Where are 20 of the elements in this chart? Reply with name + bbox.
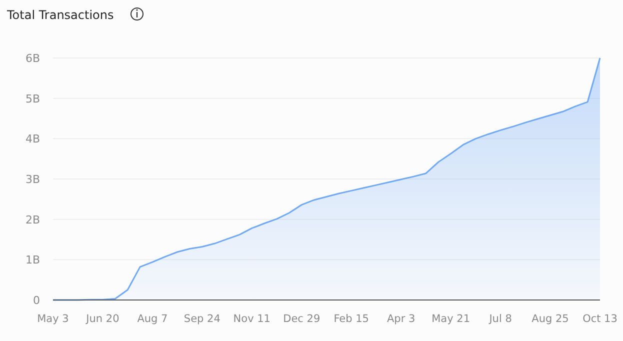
y-tick-label: 3B — [25, 173, 40, 186]
y-tick-label: 0 — [33, 294, 40, 307]
x-tick-label: Dec 29 — [283, 313, 320, 325]
x-tick-label: Aug 25 — [532, 313, 569, 325]
x-tick-label: Oct 13 — [582, 313, 618, 325]
x-tick-label: May 21 — [432, 313, 470, 325]
x-tick-label: Apr 3 — [386, 313, 416, 325]
x-tick-label: Jul 8 — [488, 313, 512, 325]
x-tick-label: May 3 — [37, 313, 69, 325]
x-tick-label: Sep 24 — [184, 313, 221, 325]
y-tick-label: 6B — [25, 52, 40, 65]
chart-title: Total Transactions — [6, 8, 114, 22]
x-tick-label: Jun 20 — [85, 313, 120, 325]
x-tick-label: Feb 15 — [334, 313, 370, 325]
y-tick-label: 5B — [25, 92, 40, 106]
x-tick-label: Aug 7 — [137, 313, 168, 325]
x-tick-label: Nov 11 — [233, 313, 271, 325]
y-tick-label: 1B — [25, 254, 40, 267]
y-tick-label: 2B — [25, 213, 40, 226]
y-tick-label: 4B — [25, 132, 40, 146]
